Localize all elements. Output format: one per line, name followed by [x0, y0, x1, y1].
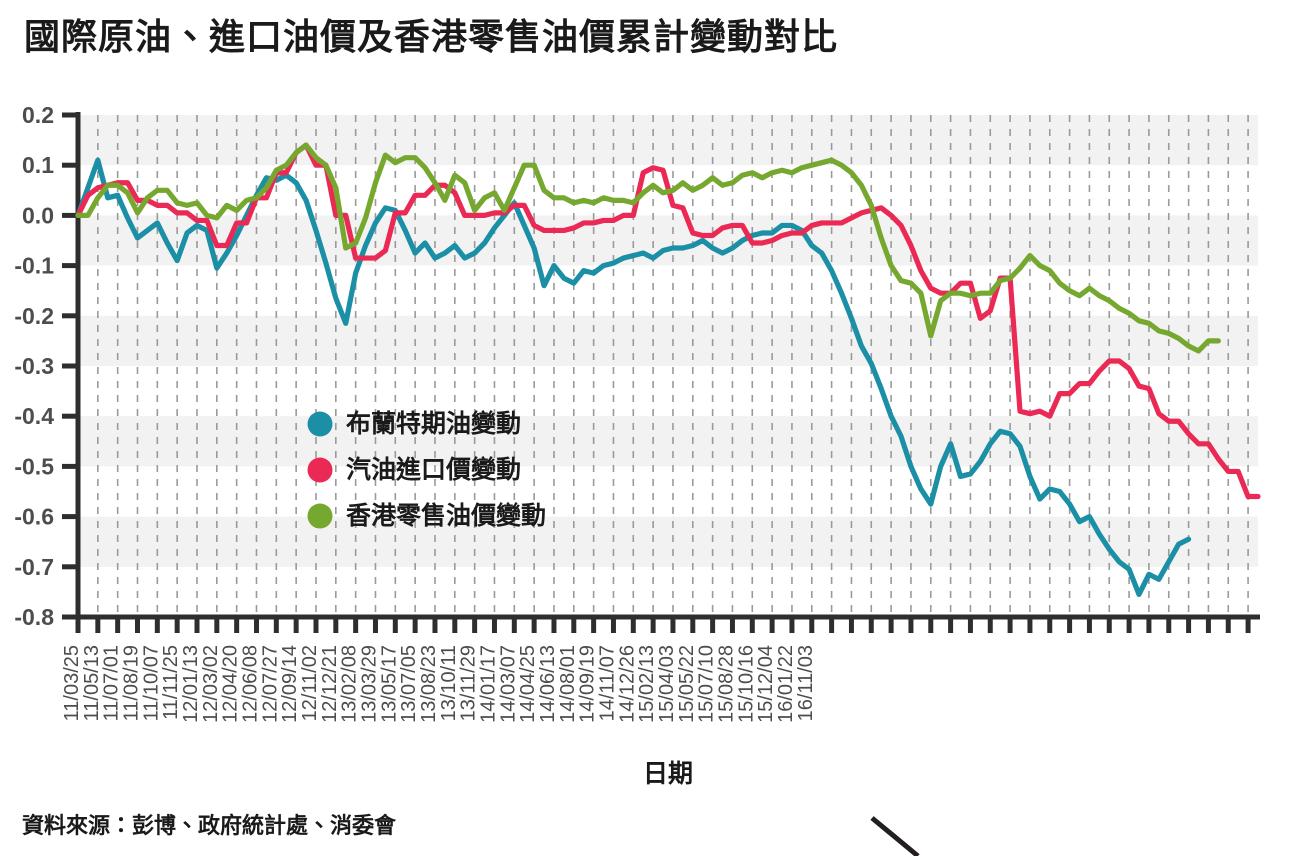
x-tick-label: 15/04/03: [656, 645, 678, 723]
x-tick-label: 12/07/27: [259, 645, 281, 723]
y-tick-label: -0.2: [14, 303, 54, 329]
x-tick-label: 14/03/07: [497, 645, 519, 723]
y-tick-label: 0.0: [22, 202, 54, 228]
x-tick-label: 15/10/16: [735, 645, 757, 723]
y-tick-label: -0.3: [14, 353, 54, 379]
x-tick-label: 16/01/22: [775, 645, 797, 723]
x-tick-label: 13/02/08: [339, 645, 361, 723]
y-tick-label: -0.8: [14, 604, 54, 630]
x-tick-label: 15/02/13: [636, 645, 658, 723]
data-series-group: [75, 142, 1261, 598]
legend-swatch: [307, 457, 333, 483]
x-tick-label: 12/01/13: [180, 645, 202, 723]
x-tick-label: 12/11/02: [299, 645, 321, 721]
y-tick-label: -0.7: [14, 554, 54, 580]
x-tick-label: 14/12/26: [616, 645, 638, 723]
page-title: 國際原油、進口油價及香港零售油價累計變動對比: [24, 16, 839, 58]
y-tick-label: -0.5: [14, 453, 54, 479]
x-tick-label: 14/01/17: [477, 645, 499, 723]
x-tick-label: 13/10/11: [438, 645, 460, 721]
series-line-布蘭特期油變動: [75, 157, 1192, 598]
y-tick-label: -0.4: [14, 403, 54, 429]
x-tick-label: 15/05/22: [676, 645, 698, 723]
x-tick-label: 13/03/29: [358, 645, 380, 723]
x-tick-label: 11/10/07: [140, 645, 162, 721]
x-tick-label: 14/04/25: [517, 645, 539, 723]
y-tick-label: -0.6: [14, 504, 54, 530]
legend-label: 布蘭特期油變動: [346, 409, 521, 438]
x-tick-label: 13/11/29: [458, 645, 480, 721]
x-tick-label: 12/03/02: [200, 645, 222, 723]
x-tick-label: 13/07/05: [398, 645, 420, 723]
x-axis: [75, 614, 1260, 633]
legend-label: 汽油進口價變動: [346, 455, 521, 484]
y-tick-labels: 0.2 0.1 0.0 -0.1 -0.2 -0.3 -0.4 -0.5 -0.6 -0.7 -0.…: [14, 102, 54, 630]
x-tick-label: 12/06/08: [239, 645, 261, 723]
x-tick-label: 15/12/04: [755, 645, 777, 723]
y-axis: [62, 112, 81, 620]
x-tick-label: 12/04/20: [220, 645, 242, 723]
y-tick-label: -0.1: [14, 253, 54, 279]
x-tick-label: 15/08/28: [715, 645, 737, 723]
x-tick-label: 12/12/21: [319, 645, 341, 723]
legend-swatch: [307, 503, 333, 529]
x-tick-label: 13/08/23: [418, 645, 440, 723]
legend-label: 香港零售油價變動: [346, 501, 546, 530]
x-tick-label: 16/11/03: [795, 645, 817, 721]
x-tick-label: 11/11/25: [160, 645, 182, 720]
decorative-slash-mark: [870, 816, 920, 856]
x-tick-label: 11/07/01: [101, 645, 123, 721]
x-tick-label: 13/05/17: [378, 645, 400, 723]
x-tick-labels: 11/03/2511/05/1311/07/0111/08/1911/10/07…: [61, 645, 817, 723]
x-tick-label: 14/09/19: [577, 645, 599, 723]
x-tick-label: 11/03/25: [61, 645, 83, 721]
source-note: 資料來源：彭博、政府統計處、消委會: [22, 814, 397, 839]
x-tick-label: 14/08/01: [557, 645, 579, 723]
x-tick-label: 15/07/10: [696, 645, 718, 723]
x-tick-label: 14/11/07: [596, 645, 618, 721]
x-tick-label: 12/09/14: [279, 645, 301, 723]
x-tick-label: 14/06/13: [537, 645, 559, 723]
y-tick-label: 0.2: [22, 102, 54, 128]
y-tick-label: 0.1: [22, 152, 54, 178]
x-axis-title: 日期: [643, 759, 693, 788]
x-tick-label: 11/08/19: [120, 645, 142, 721]
legend-swatch: [307, 411, 333, 437]
plot-background-bands: [78, 115, 1258, 617]
series-line-香港零售油價變動: [75, 142, 1221, 354]
x-tick-label: 11/05/13: [81, 645, 103, 721]
